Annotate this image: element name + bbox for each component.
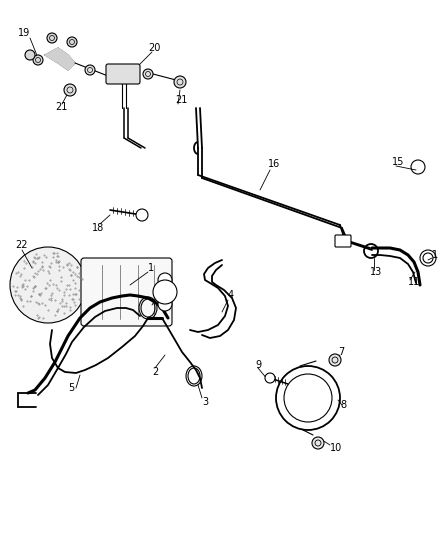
Text: 18: 18 <box>92 223 104 233</box>
Circle shape <box>158 297 172 311</box>
Circle shape <box>67 37 77 47</box>
Text: 15: 15 <box>392 157 404 167</box>
Circle shape <box>329 354 341 366</box>
Text: 21: 21 <box>55 102 67 112</box>
Circle shape <box>10 247 86 323</box>
FancyBboxPatch shape <box>81 258 172 326</box>
Text: 20: 20 <box>148 43 160 53</box>
Text: 10: 10 <box>330 443 342 453</box>
Text: 3: 3 <box>202 397 208 407</box>
Text: 22: 22 <box>15 240 28 250</box>
Circle shape <box>265 373 275 383</box>
Circle shape <box>136 209 148 221</box>
Text: 16: 16 <box>268 159 280 169</box>
FancyBboxPatch shape <box>335 235 351 247</box>
Text: 5: 5 <box>68 383 74 393</box>
Text: 2: 2 <box>152 367 158 377</box>
Polygon shape <box>45 48 75 70</box>
Text: 7: 7 <box>338 347 344 357</box>
Text: 11: 11 <box>408 277 420 287</box>
Circle shape <box>85 65 95 75</box>
Text: 3: 3 <box>156 285 162 295</box>
Circle shape <box>312 437 324 449</box>
Circle shape <box>153 280 177 304</box>
Text: 1: 1 <box>148 263 154 273</box>
Text: 19: 19 <box>18 28 30 38</box>
Text: 8: 8 <box>340 400 346 410</box>
Circle shape <box>158 273 172 287</box>
Circle shape <box>174 76 186 88</box>
Text: 13: 13 <box>370 267 382 277</box>
Circle shape <box>33 55 43 65</box>
Text: 4: 4 <box>228 290 234 300</box>
Circle shape <box>25 50 35 60</box>
FancyBboxPatch shape <box>106 64 140 84</box>
Circle shape <box>143 69 153 79</box>
Circle shape <box>47 33 57 43</box>
Text: 12: 12 <box>432 250 438 260</box>
Text: 21: 21 <box>175 95 187 105</box>
Circle shape <box>64 84 76 96</box>
Text: 9: 9 <box>255 360 261 370</box>
